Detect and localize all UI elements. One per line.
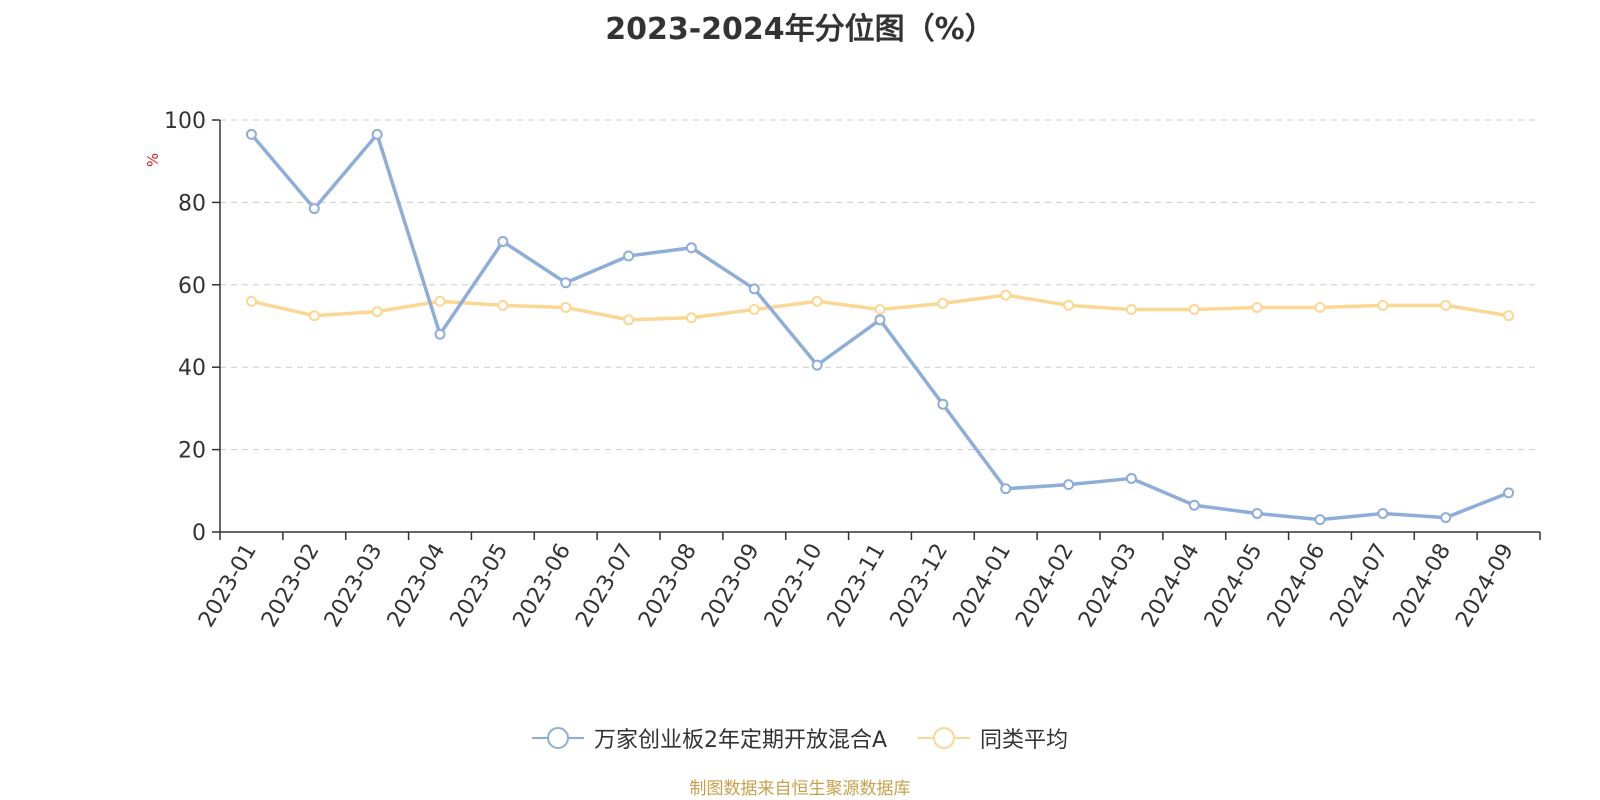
data-point[interactable] xyxy=(1188,304,1200,316)
data-point[interactable] xyxy=(1251,301,1263,313)
legend-swatch-fund-icon xyxy=(531,727,584,749)
y-tick-label: 100 xyxy=(164,109,206,134)
data-point[interactable] xyxy=(434,295,446,307)
x-tick-label: 2024-02 xyxy=(1011,540,1079,632)
source-note: 制图数据来自恒生聚源数据库 xyxy=(689,779,911,799)
x-tick-label: 2024-09 xyxy=(1451,540,1519,632)
x-tick-label: 2023-04 xyxy=(383,540,451,632)
y-axis-unit-label: % xyxy=(144,153,162,167)
data-point[interactable] xyxy=(371,306,383,318)
data-point[interactable] xyxy=(1000,483,1012,495)
x-tick-label: 2024-03 xyxy=(1074,540,1142,632)
x-tick-label: 2023-09 xyxy=(697,540,765,632)
legend: 万家创业板2年定期开放混合A 同类平均 xyxy=(0,722,1600,758)
x-tick-label: 2024-07 xyxy=(1326,540,1394,632)
y-tick-label: 20 xyxy=(178,439,206,464)
x-tick-label: 2023-11 xyxy=(823,540,891,632)
data-point[interactable] xyxy=(308,310,320,322)
data-point[interactable] xyxy=(1125,304,1137,316)
data-point[interactable] xyxy=(245,128,257,140)
x-tick-label: 2023-12 xyxy=(886,540,954,632)
legend-item-fund[interactable]: 万家创业板2年定期开放混合A xyxy=(531,722,888,754)
data-point[interactable] xyxy=(811,295,823,307)
x-tick-label: 2024-01 xyxy=(948,540,1016,632)
data-point[interactable] xyxy=(497,299,509,311)
x-tick-label: 2024-04 xyxy=(1137,540,1205,632)
data-point[interactable] xyxy=(937,398,949,410)
data-point[interactable] xyxy=(937,297,949,309)
x-tick-label: 2024-06 xyxy=(1263,540,1331,632)
y-tick-label: 80 xyxy=(178,191,206,216)
x-tick-label: 2024-05 xyxy=(1200,540,1268,632)
data-point[interactable] xyxy=(1377,507,1389,519)
data-point[interactable] xyxy=(560,301,572,313)
data-point[interactable] xyxy=(811,359,823,371)
data-point[interactable] xyxy=(560,277,572,289)
data-point[interactable] xyxy=(1503,487,1515,499)
x-tick-label: 2023-06 xyxy=(508,540,576,632)
x-tick-label: 2023-03 xyxy=(320,540,388,632)
data-point[interactable] xyxy=(685,242,697,254)
data-point[interactable] xyxy=(1251,507,1263,519)
data-point[interactable] xyxy=(1503,310,1515,322)
data-point[interactable] xyxy=(434,328,446,340)
line-chart: 0 20 40 60 80 100 2023-012023-022023-032023-04… xyxy=(144,109,1541,632)
data-point[interactable] xyxy=(1314,301,1326,313)
data-point[interactable] xyxy=(1440,299,1452,311)
x-tick-label: 2023-10 xyxy=(760,540,828,632)
legend-item-peer-average[interactable]: 同类平均 xyxy=(918,722,1068,754)
data-point[interactable] xyxy=(1063,479,1075,491)
x-tick-label: 2023-01 xyxy=(194,540,262,632)
grid-lines xyxy=(220,119,1540,451)
data-point[interactable] xyxy=(623,250,635,262)
data-point[interactable] xyxy=(1125,472,1137,484)
data-point[interactable] xyxy=(371,128,383,140)
y-tick-label: 60 xyxy=(178,274,206,299)
data-point[interactable] xyxy=(1440,512,1452,524)
x-tick-label: 2024-08 xyxy=(1388,540,1456,632)
series-lines xyxy=(245,128,1515,526)
x-tick-label: 2023-02 xyxy=(257,540,325,632)
data-point[interactable] xyxy=(1063,299,1075,311)
data-point[interactable] xyxy=(1188,499,1200,511)
data-point[interactable] xyxy=(308,203,320,215)
legend-swatch-peer-average-icon xyxy=(918,727,971,749)
legend-label-fund: 万家创业板2年定期开放混合A xyxy=(593,728,888,753)
legend-label-peer-average: 同类平均 xyxy=(980,728,1069,753)
series-line-0 xyxy=(250,132,1510,522)
data-point[interactable] xyxy=(748,304,760,316)
x-tick-label: 2023-08 xyxy=(634,540,702,632)
x-tick-label: 2023-05 xyxy=(446,540,514,632)
data-point[interactable] xyxy=(874,314,886,326)
data-point[interactable] xyxy=(874,304,886,316)
data-point[interactable] xyxy=(497,236,509,248)
y-tick-label: 40 xyxy=(178,356,206,381)
x-tick-label: 2023-07 xyxy=(571,540,639,632)
y-tick-label: 0 xyxy=(192,521,206,546)
data-point[interactable] xyxy=(245,295,257,307)
data-point[interactable] xyxy=(1377,299,1389,311)
data-point[interactable] xyxy=(748,283,760,295)
data-point[interactable] xyxy=(1000,289,1012,301)
chart-title: 2023-2024年分位图（%） xyxy=(605,12,995,47)
axes: 0 20 40 60 80 100 2023-012023-022023-032023-04… xyxy=(164,109,1541,632)
data-point[interactable] xyxy=(623,314,635,326)
data-point[interactable] xyxy=(1314,514,1326,526)
data-point[interactable] xyxy=(685,312,697,324)
